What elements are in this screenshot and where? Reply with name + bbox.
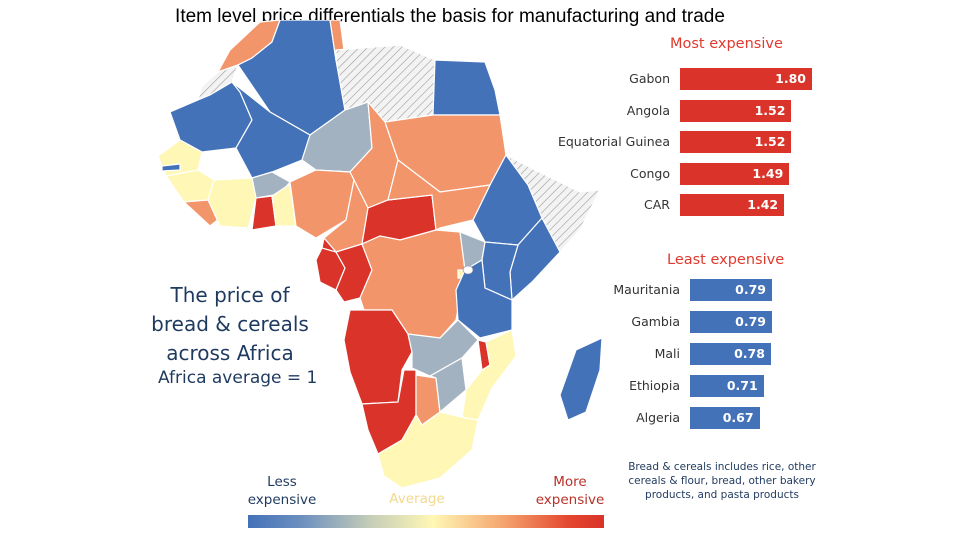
legend-color-scale	[248, 515, 604, 528]
map-headline: The price of bread & cereals across Afri…	[151, 283, 309, 365]
bar: 0.79	[690, 311, 772, 333]
bar-value-label: 1.42	[747, 197, 779, 212]
bar: 0.79	[690, 279, 772, 301]
bar-value-label: 0.78	[734, 346, 765, 361]
bar-value-label: 1.52	[754, 134, 786, 149]
map-region-guinea	[164, 169, 215, 203]
bar-label: Angola	[626, 102, 670, 118]
least-expensive-heading: Least expensive	[667, 252, 785, 268]
map-region-ivory-coast	[207, 177, 257, 229]
bar: 1.52	[680, 99, 792, 122]
bar-value-label: 1.52	[754, 102, 786, 118]
map-region-gambia	[161, 163, 181, 172]
bar-label: Mali	[654, 346, 680, 361]
bar-value-label: 0.67	[722, 410, 754, 425]
map-region-madagascar	[559, 337, 603, 421]
bar-label: Ethiopia	[629, 378, 680, 393]
bar: 1.42	[680, 194, 785, 216]
bar-value-label: 0.79	[735, 282, 766, 297]
legend-less-label: Less expensive	[247, 474, 317, 508]
legend-more-label: More expensive	[535, 474, 605, 508]
bar: 0.78	[690, 343, 771, 365]
bar: 1.80	[680, 68, 812, 90]
most-expensive-heading: Most expensive	[670, 36, 783, 52]
footnote: Bread & cereals includes rice, other cer…	[628, 461, 816, 501]
map-region-south-sudan	[387, 158, 492, 231]
bar-value-label: 0.79	[735, 314, 766, 329]
bar-label: CAR	[644, 197, 670, 212]
bar-label: Gambia	[631, 314, 680, 329]
bar-label: Algeria	[636, 410, 680, 425]
bar-value-label: 0.71	[726, 378, 758, 393]
map-region-angola	[343, 309, 413, 405]
map-region-egypt	[432, 59, 501, 116]
bar: 1.49	[680, 162, 790, 185]
bar-label: Congo	[630, 165, 670, 181]
map-region-south-africa	[377, 411, 479, 489]
map-region-drc	[359, 229, 466, 339]
bar: 1.52	[680, 131, 792, 153]
bar-label: Mauritania	[613, 282, 680, 297]
map-region-zimbabwe	[428, 357, 467, 414]
lake-victoria	[462, 265, 474, 275]
bar: 0.71	[690, 375, 764, 397]
africa-price-map	[157, 20, 603, 489]
average-note: Africa average = 1	[158, 368, 318, 388]
bar-label: Equatorial Guinea	[557, 134, 670, 149]
bar: 0.67	[690, 407, 760, 429]
legend-average-label: Average	[389, 491, 445, 507]
bar-label: Gabon	[629, 71, 670, 86]
bar-value-label: 1.49	[752, 165, 784, 181]
bar-value-label: 1.80	[775, 71, 806, 86]
